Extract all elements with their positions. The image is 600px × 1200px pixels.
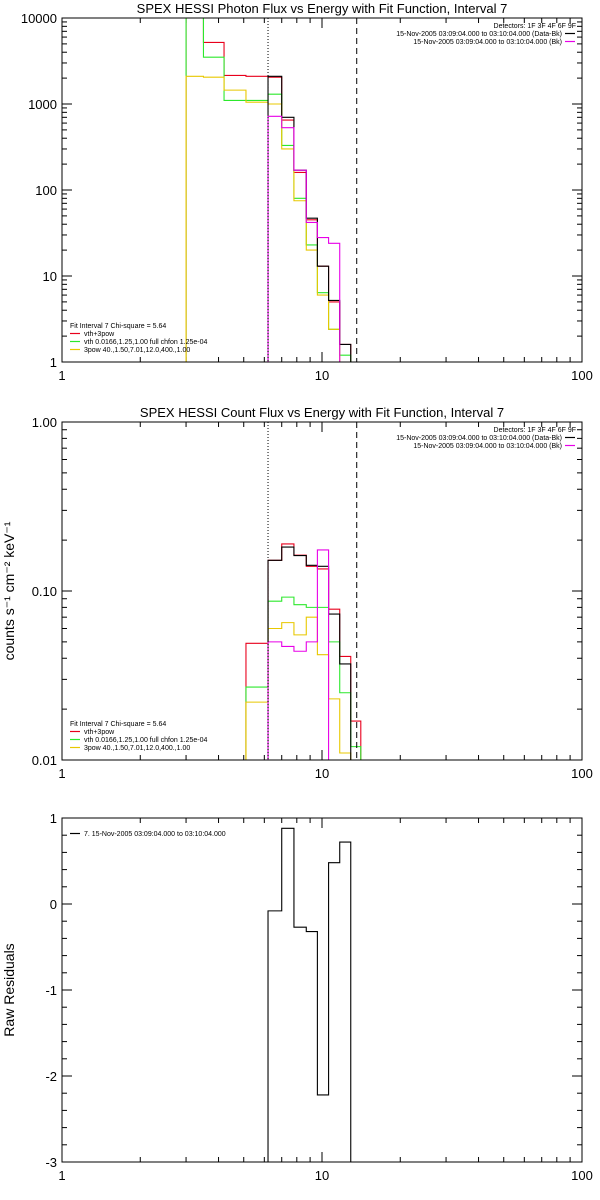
legend-entry-label: vth+3pow: [84, 331, 115, 338]
x-tick-label: 10: [315, 1168, 329, 1183]
x-tick-label: 1: [58, 766, 65, 781]
series-line-3pow: [245, 616, 371, 760]
y-tick-label: -1: [45, 983, 57, 998]
y-tick-label: -2: [45, 1069, 57, 1084]
plot-frame: [61, 17, 583, 363]
legend-header: Fit Interval 7 Chi-square = 5.64: [70, 323, 166, 330]
y-tick-label: -3: [45, 1155, 57, 1170]
legend-entry-label: 3pow 40.,1.50,7.01,12.0,400.,1.00: [84, 745, 190, 752]
chart-panel-2: SPEX HESSI Count Flux vs Energy with Fit…: [1, 405, 593, 781]
chart-title: SPEX HESSI Photon Flux vs Energy with Fi…: [137, 1, 508, 16]
plot-frame: [61, 817, 583, 1163]
series-line-vth: [245, 596, 371, 760]
series-line-data: [186, 75, 361, 362]
series-line-bk: [186, 115, 361, 362]
plot-area: [185, 18, 361, 362]
series-line-residuals: [267, 827, 361, 1162]
chart-panel-1: SPEX HESSI Photon Flux vs Energy with Fi…: [21, 1, 593, 383]
x-tick-label: 1: [58, 368, 65, 383]
series-line-vth-3pow: [245, 543, 371, 760]
y-tick-label: 10000: [21, 11, 57, 26]
series-line-vth: [185, 18, 361, 362]
x-tick-label: 100: [571, 766, 593, 781]
series-line-bk: [245, 549, 371, 760]
chart-panel-3: 1 10 100 -3 -2 -1 0 1 Raw Residuals 7. 15-Nov-200…: [1, 811, 593, 1183]
legend-entry-label: 15-Nov-2005 03:09:04.000 to 03:10:04.000…: [413, 443, 562, 450]
x-tick-label: 100: [571, 1168, 593, 1183]
plot-area: [267, 827, 361, 1162]
y-tick-label: 0.10: [32, 584, 57, 599]
y-tick-label: 0.01: [32, 753, 57, 768]
y-tick-label: 1: [50, 355, 57, 370]
legend-entry-label: vth+3pow: [84, 729, 115, 736]
legend-entry-label: 7. 15-Nov-2005 03:09:04.000 to 03:10:04.…: [84, 831, 226, 838]
legend-entry-label: 15-Nov-2005 03:09:04.000 to 03:10:04.000…: [396, 435, 562, 442]
series-line-3pow: [185, 75, 361, 362]
y-tick-label: 0: [50, 897, 57, 912]
plot-frame: [61, 421, 583, 761]
legend-header: Detectors: 1F 3F 4F 6F 9F: [494, 427, 576, 434]
y-tick-label: 1000: [28, 97, 57, 112]
legend-header: Fit Interval 7 Chi-square = 5.64: [70, 721, 166, 728]
legend-entry-label: vth 0.0166,1.25,1.00 full chfon 1.25e-04: [84, 737, 207, 744]
series-line-data: [245, 546, 371, 760]
y-tick-label: 10: [43, 269, 57, 284]
legend-entry-label: 15-Nov-2005 03:09:04.000 to 03:10:04.000…: [413, 39, 562, 46]
plot-area: [245, 543, 371, 760]
y-tick-label: 1: [50, 811, 57, 826]
legend-entry-label: vth 0.0166,1.25,1.00 full chfon 1.25e-04: [84, 339, 207, 346]
legend-entry-label: 3pow 40.,1.50,7.01,12.0,400.,1.00: [84, 347, 190, 354]
x-tick-label: 10: [315, 766, 329, 781]
y-axis-label: Raw Residuals: [1, 943, 17, 1036]
x-tick-label: 10: [315, 368, 329, 383]
x-tick-label: 1: [58, 1168, 65, 1183]
y-axis-label: counts s⁻¹ cm⁻² keV⁻¹: [1, 521, 17, 660]
y-tick-label: 100: [35, 183, 57, 198]
y-tick-label: 1.00: [32, 415, 57, 430]
legend-header: Detectors: 1F 3F 4F 6F 9F: [494, 23, 576, 30]
x-tick-label: 100: [571, 368, 593, 383]
chart-title: SPEX HESSI Count Flux vs Energy with Fit…: [140, 405, 504, 420]
legend-entry-label: 15-Nov-2005 03:09:04.000 to 03:10:04.000…: [396, 31, 562, 38]
series-line-vth-3pow: [185, 18, 361, 362]
